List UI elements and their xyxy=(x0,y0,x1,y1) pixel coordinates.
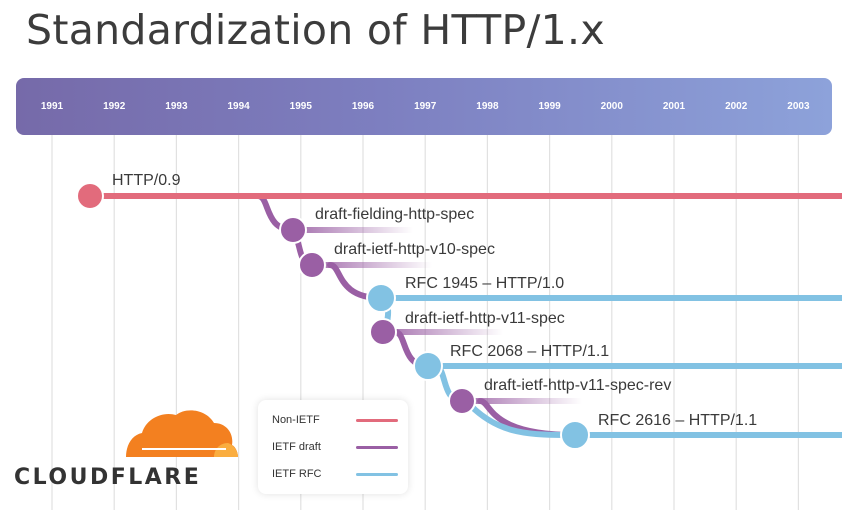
item-label: RFC 2068 – HTTP/1.1 xyxy=(450,343,610,360)
year-label: 1991 xyxy=(40,101,64,112)
cloudflare-wordmark: CLOUDFLARE xyxy=(14,465,202,490)
timeline-nodes xyxy=(76,182,590,450)
legend-item-non-ietf: Non-IETF xyxy=(272,412,408,428)
legend-swatch xyxy=(356,473,398,476)
cloud-icon xyxy=(126,410,238,457)
draft-tail xyxy=(312,262,432,268)
timeline-node xyxy=(413,351,443,381)
timeline-lines xyxy=(90,193,842,438)
year-label: 2003 xyxy=(787,101,810,112)
year-label: 1999 xyxy=(538,101,561,112)
timeline-node xyxy=(298,251,326,279)
item-label: RFC 2616 – HTTP/1.1 xyxy=(598,412,758,429)
item-label: RFC 1945 – HTTP/1.0 xyxy=(405,275,565,292)
legend: Non-IETF IETF draft IETF RFC xyxy=(258,400,408,494)
timeline-node xyxy=(448,387,476,415)
connector-curve xyxy=(477,398,578,438)
year-label: 1993 xyxy=(165,101,188,112)
year-label: 1998 xyxy=(476,101,499,112)
year-label: 1996 xyxy=(351,101,375,112)
fading-tails xyxy=(293,227,582,404)
legend-label: IETF RFC xyxy=(272,468,322,480)
legend-label: Non-IETF xyxy=(272,414,320,426)
year-label: 1994 xyxy=(227,101,250,112)
timeline-node xyxy=(76,182,104,210)
legend-label: IETF draft xyxy=(272,441,321,453)
item-label: HTTP/0.9 xyxy=(112,172,181,189)
legend-item-ietf-draft: IETF draft xyxy=(272,439,408,455)
cloudflare-logo: CLOUDFLARE xyxy=(14,405,239,495)
legend-item-ietf-rfc: IETF RFC xyxy=(272,466,408,482)
year-label: 2002 xyxy=(725,101,748,112)
timeline-node xyxy=(560,420,590,450)
year-label: 1992 xyxy=(103,101,126,112)
draft-tail xyxy=(462,398,582,404)
legend-swatch xyxy=(356,419,398,422)
page-title: Standardization of HTTP/1.x xyxy=(26,6,605,54)
draft-tail xyxy=(383,329,503,335)
timeline-node xyxy=(369,318,397,346)
item-label: draft-ietf-http-v11-spec-rev xyxy=(484,377,672,394)
year-label: 1995 xyxy=(289,101,312,112)
year-label: 2000 xyxy=(600,101,623,112)
timeline-node xyxy=(366,283,396,313)
legend-swatch xyxy=(356,446,398,449)
timeline-node xyxy=(279,216,307,244)
draft-tail xyxy=(293,227,413,233)
year-label: 1997 xyxy=(414,101,437,112)
year-label: 2001 xyxy=(662,101,686,112)
connector-curve xyxy=(467,402,578,438)
item-label: draft-ietf-http-v10-spec xyxy=(334,241,495,258)
item-label: draft-fielding-http-spec xyxy=(315,206,475,223)
item-label: draft-ietf-http-v11-spec xyxy=(405,310,565,327)
year-axis-bar xyxy=(16,78,832,135)
